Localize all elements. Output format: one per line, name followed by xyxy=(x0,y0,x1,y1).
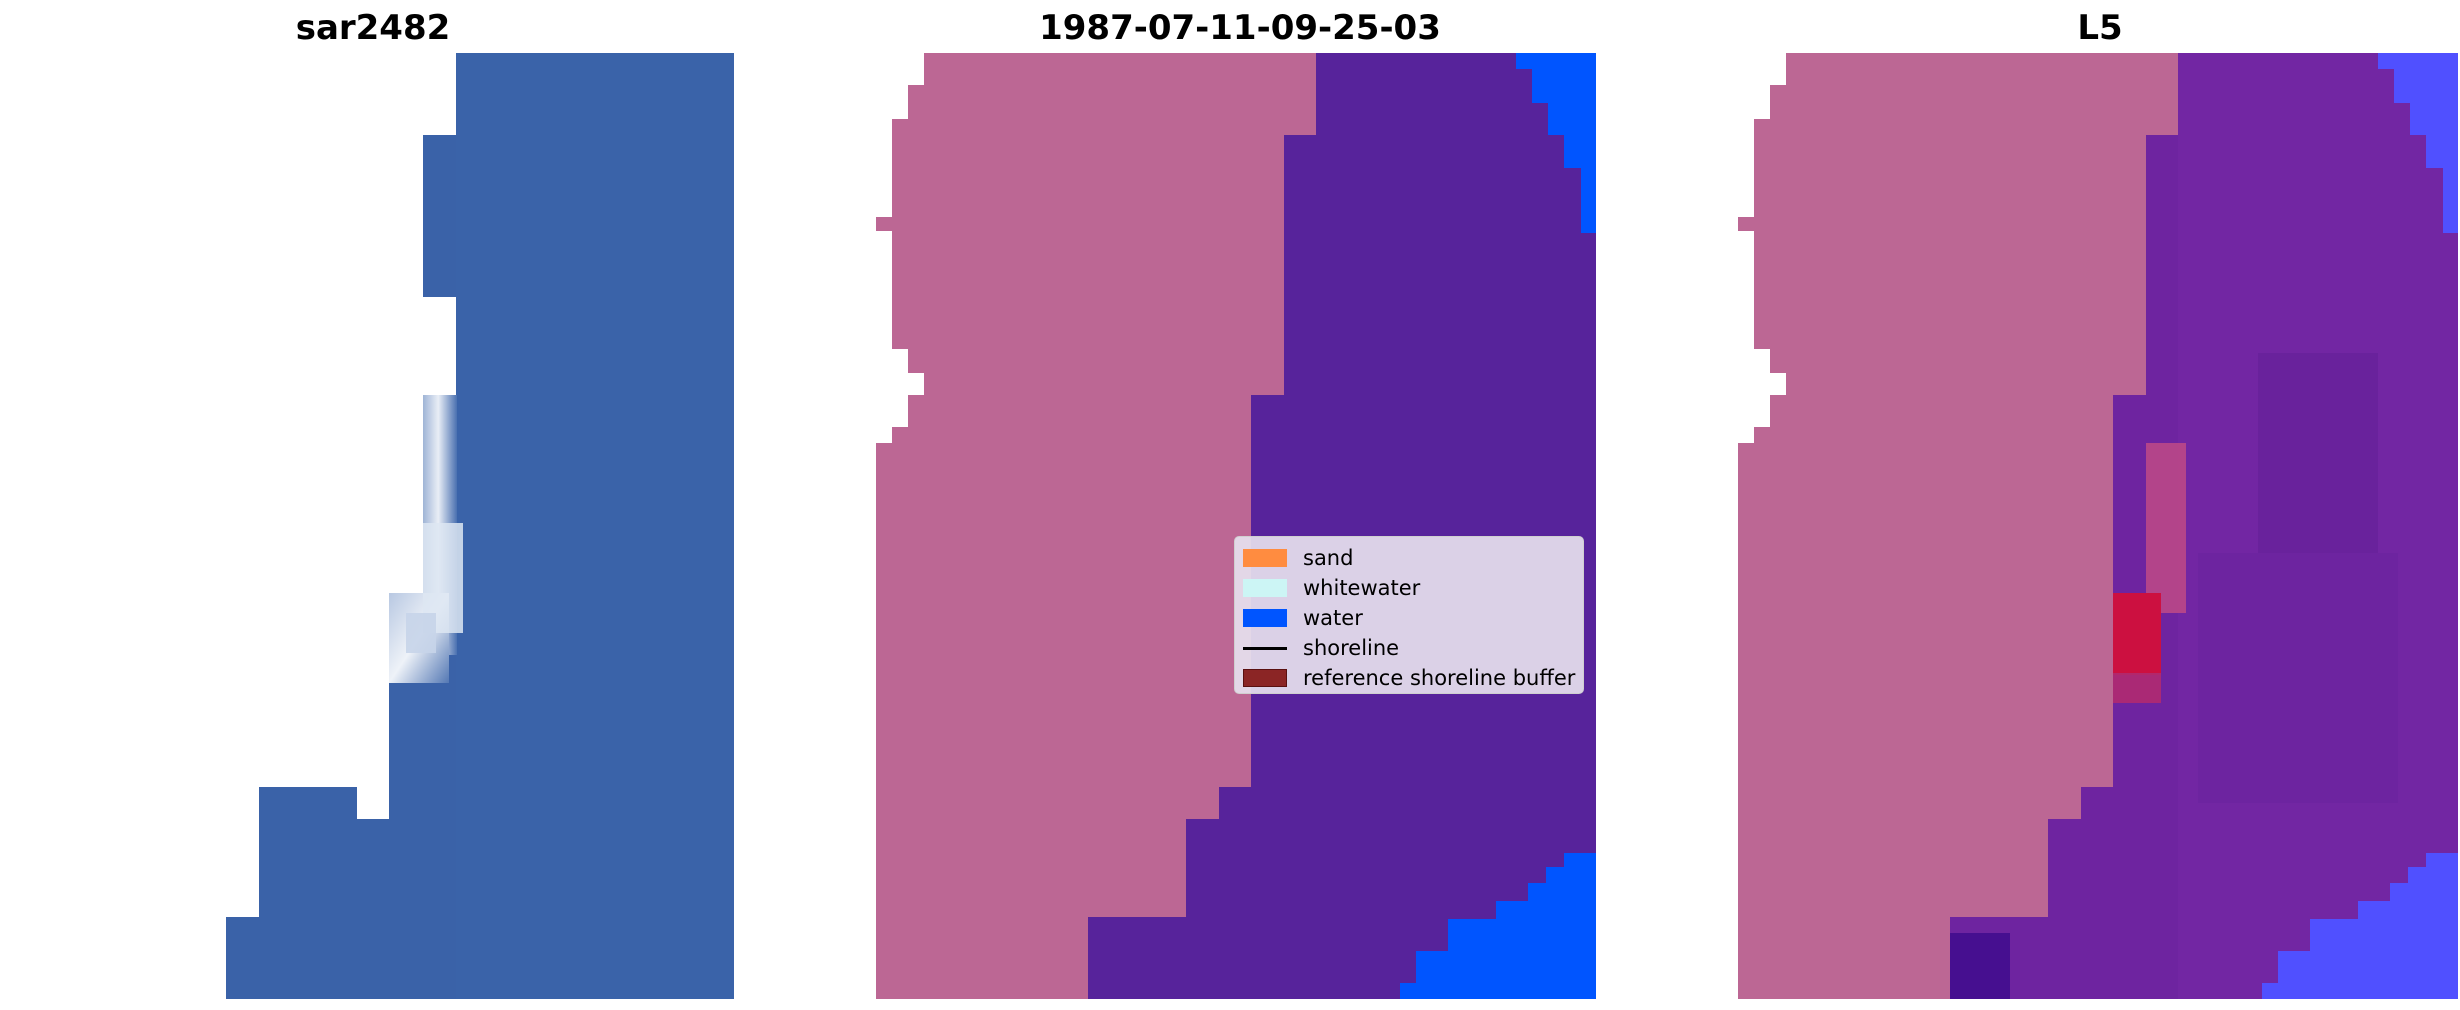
legend-swatch-reference-buffer xyxy=(1243,669,1287,687)
overlay-bright-bottom xyxy=(2262,853,2458,999)
legend-label-sand: sand xyxy=(1303,546,1354,570)
legend-item-sand: sand xyxy=(1243,543,1353,573)
bright-water-top xyxy=(1516,53,1596,233)
legend-label-water: water xyxy=(1303,606,1363,630)
satellite-water xyxy=(226,53,734,999)
overlay-bright-top xyxy=(2378,53,2458,233)
panel-title-classified: 1987-07-11-09-25-03 xyxy=(1039,8,1441,48)
legend-item-water: water xyxy=(1243,603,1363,633)
classified-land xyxy=(876,53,1316,999)
satellite-image xyxy=(226,53,734,999)
legend-label-whitewater: whitewater xyxy=(1303,576,1421,600)
panel-title-overlay: L5 xyxy=(2077,8,2123,48)
legend-swatch-water xyxy=(1243,609,1287,627)
bright-water-bottom xyxy=(1400,853,1596,999)
overlay-land xyxy=(1738,53,2178,999)
legend: sand whitewater water shoreline referenc… xyxy=(1234,536,1584,694)
legend-swatch-sand xyxy=(1243,549,1287,567)
legend-item-whitewater: whitewater xyxy=(1243,573,1420,603)
legend-swatch-whitewater xyxy=(1243,579,1287,597)
legend-item-reference-buffer: reference shoreline buffer xyxy=(1243,663,1575,693)
overlay-image xyxy=(1738,53,2458,999)
legend-label-shoreline: shoreline xyxy=(1303,636,1400,660)
classified-water xyxy=(1088,53,1596,999)
classified-image xyxy=(876,53,1596,999)
legend-swatch-shoreline xyxy=(1243,646,1287,650)
overlay-water xyxy=(1950,53,2458,999)
panel-title-satellite: sar2482 xyxy=(295,8,451,48)
legend-label-reference-buffer: reference shoreline buffer xyxy=(1303,666,1576,690)
legend-item-shoreline: shoreline xyxy=(1243,633,1399,663)
